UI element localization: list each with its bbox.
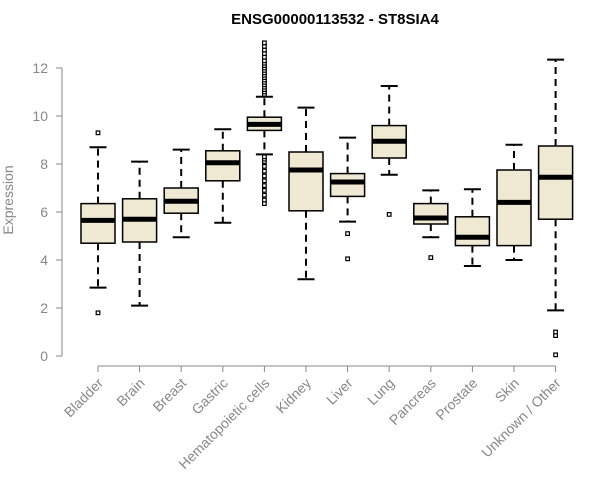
box-iqr	[454, 216, 491, 247]
x-tick-label: Kidney	[273, 375, 315, 417]
outlier-point	[428, 255, 434, 261]
box-group	[454, 188, 491, 267]
x-tick-label: Prostate	[432, 375, 480, 423]
x-tick-label: Brain	[113, 375, 147, 409]
box-group	[413, 189, 449, 261]
outlier-point	[95, 310, 101, 316]
outlier-point	[262, 178, 267, 184]
x-tick-label: Unknown / Other	[478, 375, 564, 461]
y-tick-label: 4	[40, 252, 48, 268]
box-iqr	[288, 151, 324, 212]
box-iqr	[329, 172, 366, 198]
outlier-point	[262, 154, 267, 160]
y-axis-label: Expression	[0, 165, 16, 234]
boxes	[80, 40, 574, 358]
outlier-point	[553, 352, 558, 358]
chart-title: ENSG00000113532 - ST8SIA4	[231, 11, 439, 28]
x-tick-label: Liver	[323, 375, 356, 408]
box-iqr	[413, 202, 449, 225]
box-iqr	[205, 150, 241, 182]
outlier-point	[95, 130, 101, 136]
y-tick-label: 0	[40, 348, 48, 364]
box-group	[537, 58, 574, 358]
x-tick-label: Breast	[149, 375, 189, 415]
outlier-point	[345, 256, 350, 262]
outlier-point	[553, 329, 558, 335]
x-tick-label: Bladder	[61, 375, 107, 421]
box-iqr	[80, 202, 116, 244]
outlier-point	[262, 197, 267, 203]
box-group	[496, 143, 532, 261]
y-tick-label: 12	[32, 60, 48, 76]
outlier-point	[262, 188, 267, 193]
outlier-point	[345, 231, 350, 237]
outlier-point	[262, 164, 267, 169]
box-group	[246, 40, 283, 207]
y-tick-label: 10	[32, 108, 48, 124]
box-group	[329, 136, 366, 262]
x-tick-label: Lung	[364, 375, 397, 408]
box-group	[288, 106, 324, 281]
y-tick-label: 2	[40, 300, 48, 316]
box-group	[163, 148, 199, 239]
outlier-point	[262, 192, 267, 198]
box-group	[205, 128, 241, 224]
box-iqr	[496, 169, 532, 247]
outlier-point	[262, 183, 267, 189]
y-tick-label: 6	[40, 204, 48, 220]
box-group	[121, 160, 158, 307]
box-group	[80, 130, 116, 316]
box-iqr	[537, 145, 574, 220]
outlier-point	[262, 168, 267, 174]
outlier-point	[386, 212, 392, 217]
box-group	[371, 85, 407, 217]
x-tick-label: Skin	[492, 375, 523, 406]
y-tick-label: 8	[40, 156, 48, 172]
outlier-point	[262, 40, 267, 46]
outlier-point	[262, 173, 267, 179]
